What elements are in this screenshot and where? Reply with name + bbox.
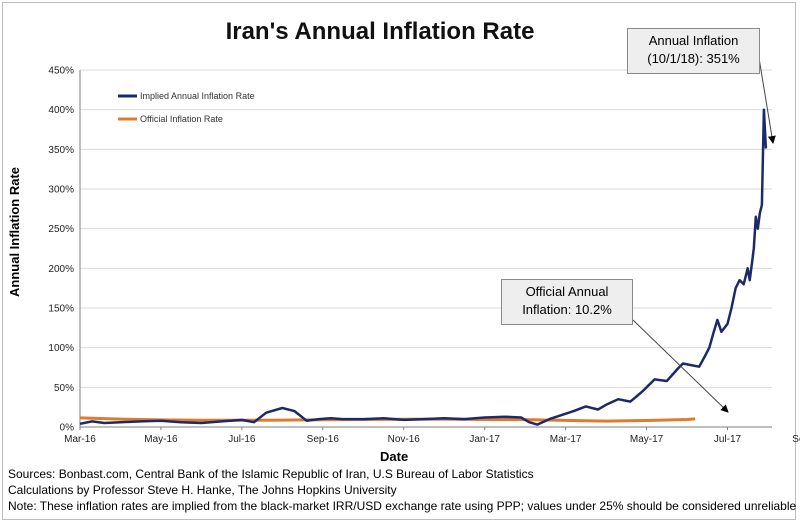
y-tick-label: 50%	[54, 383, 74, 394]
legend-label: Official Inflation Rate	[140, 114, 223, 124]
y-tick-label: 0%	[60, 423, 75, 434]
legend-label: Implied Annual Inflation Rate	[140, 91, 255, 101]
sources-line: Sources: Bonbast.com, Central Bank of th…	[8, 467, 534, 481]
y-tick-label: 200%	[48, 264, 74, 275]
annual-callout-arrow	[757, 51, 776, 144]
y-tick-label: 100%	[48, 343, 74, 354]
calculations-line: Calculations by Professor Steve H. Hanke…	[8, 483, 397, 497]
x-tick-label: Sep-16	[307, 434, 340, 445]
official-inflation-callout: Official Annual Inflation: 10.2%	[501, 279, 633, 325]
chart-title: Iran's Annual Inflation Rate	[225, 18, 535, 45]
y-tick-label: 450%	[48, 66, 74, 77]
x-tick-label: Sep-17	[792, 434, 800, 445]
x-tick-label: Mar-16	[64, 434, 96, 445]
y-tick-label: 150%	[48, 304, 74, 315]
y-tick-label: 400%	[48, 105, 74, 116]
x-tick-label: Jul-16	[228, 434, 256, 445]
implied-inflation-line	[79, 108, 768, 426]
y-tick-label: 300%	[48, 185, 74, 196]
annual-callout-line1: Annual Inflation	[648, 33, 739, 48]
x-axis-label: Date	[380, 449, 409, 464]
note-line: Note: These inflation rates are implied …	[8, 499, 797, 513]
official-callout-line2: Inflation: 10.2%	[522, 302, 612, 317]
official-callout-line1: Official Annual	[525, 284, 609, 299]
annual-inflation-callout: Annual Inflation (10/1/18): 351%	[627, 28, 760, 74]
x-tick-label: Jul-17	[714, 434, 742, 445]
sources-note: Sources: Bonbast.com, Central Bank of th…	[8, 466, 796, 514]
y-tick-label: 250%	[48, 224, 74, 235]
official-callout-arrow	[632, 319, 729, 413]
x-tick-label: Mar-17	[550, 434, 582, 445]
x-tick-label: Nov-16	[388, 434, 421, 445]
x-tick-label: Jan-17	[469, 434, 500, 445]
y-tick-label: 350%	[48, 145, 74, 156]
y-axis-label: Annual Inflation Rate	[7, 167, 22, 297]
x-tick-label: May-16	[144, 434, 178, 445]
x-tick-label: May-17	[630, 434, 664, 445]
annual-callout-line2: (10/1/18): 351%	[647, 51, 740, 66]
